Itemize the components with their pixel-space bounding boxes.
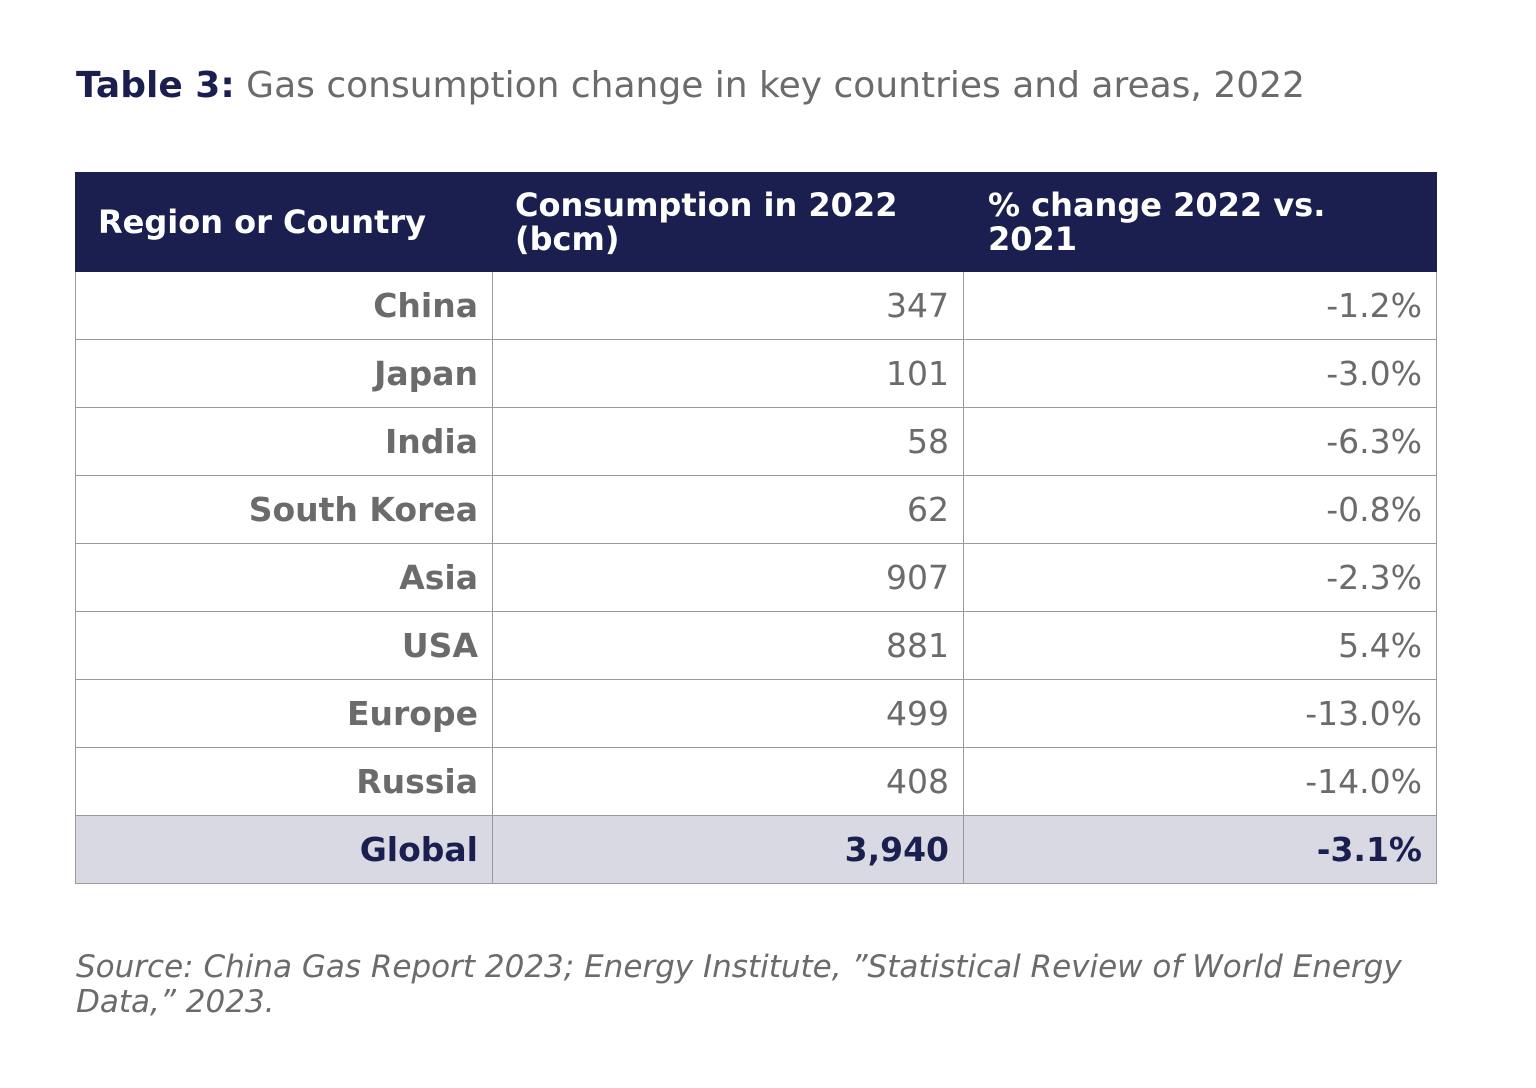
consumption-cell: 347 [492, 271, 964, 340]
change-cell: -0.8% [963, 475, 1437, 544]
consumption-cell: 62 [492, 475, 964, 544]
region-cell: South Korea [75, 475, 493, 544]
total-consumption-cell: 3,940 [492, 815, 964, 884]
change-cell: -13.0% [963, 679, 1437, 748]
table-row: Japan 101 -3.0% [75, 339, 1437, 408]
consumption-cell: 408 [492, 747, 964, 816]
region-cell: India [75, 407, 493, 476]
table-title-text: Gas consumption change in key countries … [246, 65, 1305, 106]
change-cell: -1.2% [963, 271, 1437, 340]
table-number: Table 3: [76, 65, 235, 106]
table-row: South Korea 62 -0.8% [75, 475, 1437, 544]
table-row: Asia 907 -2.3% [75, 543, 1437, 612]
table-title: Table 3: Gas consumption change in key c… [76, 64, 1305, 108]
table-row: China 347 -1.2% [75, 271, 1437, 340]
change-cell: -2.3% [963, 543, 1437, 612]
total-region-cell: Global [75, 815, 493, 884]
gas-consumption-table: Region or Country Consumption in 2022 (b… [75, 172, 1437, 884]
header-change: % change 2022 vs. 2021 [963, 172, 1437, 272]
header-consumption: Consumption in 2022 (bcm) [492, 172, 964, 272]
change-cell: -6.3% [963, 407, 1437, 476]
change-cell: 5.4% [963, 611, 1437, 680]
consumption-cell: 58 [492, 407, 964, 476]
region-cell: China [75, 271, 493, 340]
consumption-cell: 907 [492, 543, 964, 612]
consumption-cell: 101 [492, 339, 964, 408]
source-note: Source: China Gas Report 2023; Energy In… [76, 949, 1402, 1020]
consumption-cell: 499 [492, 679, 964, 748]
table-row: USA 881 5.4% [75, 611, 1437, 680]
region-cell: Asia [75, 543, 493, 612]
table-row: Russia 408 -14.0% [75, 747, 1437, 816]
region-cell: Europe [75, 679, 493, 748]
change-cell: -3.0% [963, 339, 1437, 408]
total-change-cell: -3.1% [963, 815, 1437, 884]
region-cell: USA [75, 611, 493, 680]
header-region: Region or Country [75, 172, 493, 272]
table-row: Europe 499 -13.0% [75, 679, 1437, 748]
region-cell: Japan [75, 339, 493, 408]
consumption-cell: 881 [492, 611, 964, 680]
change-cell: -14.0% [963, 747, 1437, 816]
region-cell: Russia [75, 747, 493, 816]
total-row: Global 3,940 -3.1% [75, 815, 1437, 884]
table-header-row: Region or Country Consumption in 2022 (b… [75, 172, 1437, 272]
table-row: India 58 -6.3% [75, 407, 1437, 476]
